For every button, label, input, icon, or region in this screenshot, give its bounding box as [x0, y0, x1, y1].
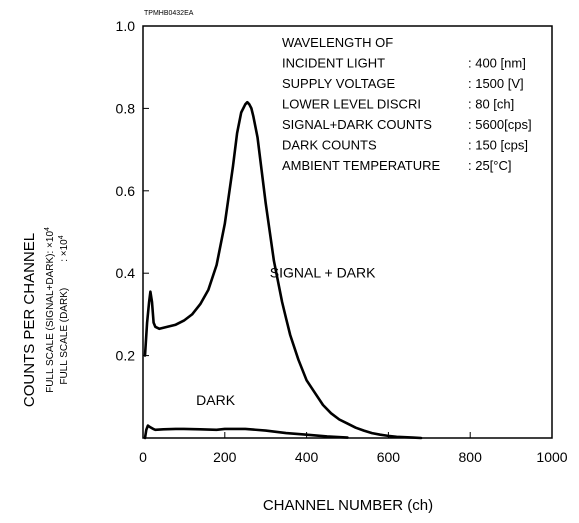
y-tick-label: 0.2	[116, 348, 136, 364]
series-label: DARK	[196, 392, 236, 408]
x-tick-label: 1000	[536, 449, 567, 465]
series-labels: SIGNAL + DARK DARK	[196, 264, 376, 408]
y-axis: 0.2 0.4 0.6 0.8 1.0	[116, 18, 149, 364]
info-label: WAVELENGTH OF	[282, 35, 393, 50]
x-tick-label: 400	[295, 449, 319, 465]
info-value: : 5600[cps]	[468, 117, 532, 132]
x-tick-label: 800	[459, 449, 483, 465]
series-group	[143, 100, 423, 440]
x-axis-title: CHANNEL NUMBER (ch)	[263, 497, 433, 514]
series-line-signal-dark	[143, 100, 423, 440]
info-value: : 150 [cps]	[468, 138, 528, 153]
info-label: DARK COUNTS	[282, 138, 377, 153]
info-value: : 400 [nm]	[468, 56, 526, 71]
series-line-dark	[143, 424, 349, 440]
y-tick-label: 0.4	[116, 265, 136, 281]
info-label: SIGNAL+DARK COUNTS	[282, 117, 432, 132]
y-tick-label: 1.0	[116, 18, 136, 34]
x-tick-label: 0	[139, 449, 147, 465]
y-axis-title-group: COUNTS PER CHANNEL	[21, 233, 38, 407]
info-value: : 25[°C]	[468, 158, 512, 173]
info-box: WAVELENGTH OF INCIDENT LIGHT : 400 [nm] SUP…	[282, 35, 532, 173]
info-value: : 1500 [V]	[468, 76, 524, 91]
y-axis-title: COUNTS PER CHANNEL	[21, 233, 38, 407]
info-label: AMBIENT TEMPERATURE	[282, 158, 441, 173]
y-tick-label: 0.8	[116, 100, 136, 116]
x-tick-label: 200	[213, 449, 237, 465]
y-axis-sub2-group: FULL SCALE (DARK): ×104	[58, 235, 70, 384]
y-axis-sub1-group: FULL SCALE (SIGNAL+DARK): ×104	[44, 227, 56, 393]
info-label: INCIDENT LIGHT	[282, 56, 385, 71]
x-tick-label: 600	[377, 449, 401, 465]
info-label: SUPPLY VOLTAGE	[282, 76, 396, 91]
info-label: LOWER LEVEL DISCRI	[282, 97, 421, 112]
figure-code: TPMHB0432EA	[144, 10, 194, 17]
series-label: SIGNAL + DARK	[270, 264, 376, 280]
y-tick-label: 0.6	[116, 183, 136, 199]
info-value: : 80 [ch]	[468, 97, 514, 112]
y-axis-subtitle-1: FULL SCALE (SIGNAL+DARK): ×104	[44, 227, 56, 393]
y-axis-subtitle-2: FULL SCALE (DARK): ×104	[58, 235, 70, 384]
x-axis: 0 200 400 600 800 1000	[139, 432, 568, 465]
